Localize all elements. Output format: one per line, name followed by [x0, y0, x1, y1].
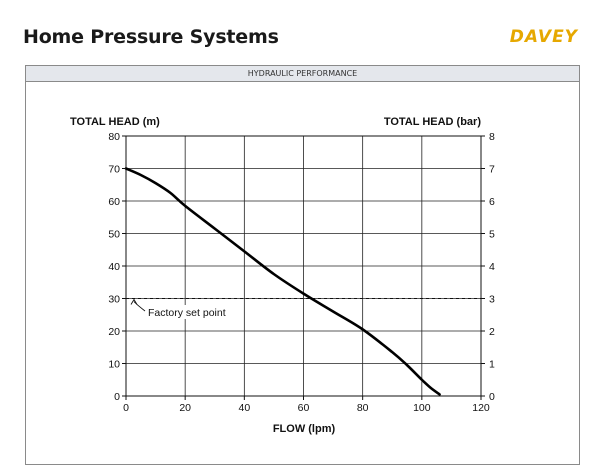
y-tick-label-left: 20: [108, 326, 120, 338]
y-tick-label-right: 6: [489, 196, 495, 208]
y-tick-label-right: 7: [489, 164, 495, 176]
y-tick-label-right: 5: [489, 229, 495, 241]
x-tick-label: 100: [413, 402, 431, 414]
x-tick-label: 120: [472, 402, 490, 414]
x-tick-label: 0: [123, 402, 129, 414]
y-tick-label-left: 30: [108, 294, 120, 306]
y-tick-label-left: 70: [108, 164, 120, 176]
y-tick-label-right: 0: [489, 391, 495, 403]
y-tick-label-right: 8: [489, 131, 495, 143]
x-tick-label: 20: [179, 402, 191, 414]
y-axis-label-right: TOTAL HEAD (bar): [384, 116, 482, 128]
factory-set-point-line: [126, 298, 481, 319]
pump-curve: [124, 167, 441, 396]
x-tick-label: 40: [238, 402, 250, 414]
x-tick-label: 80: [357, 402, 369, 414]
y-tick-label-right: 3: [489, 294, 495, 306]
x-tick-label: 60: [298, 402, 310, 414]
set-point-label-bg: [146, 305, 239, 319]
panel-title: HYDRAULIC PERFORMANCE: [26, 66, 579, 82]
y-tick-label-left: 50: [108, 229, 120, 241]
y-tick-label-left: 60: [108, 196, 120, 208]
hydraulic-performance-panel: HYDRAULIC PERFORMANCE: [25, 65, 580, 465]
grid-lines: [126, 136, 481, 396]
pump-curve-line: [124, 167, 441, 396]
set-point-pointer: [133, 301, 146, 312]
y-axis-label-left: TOTAL HEAD (m): [70, 116, 160, 128]
axis-ticks: 0 20 40 60 80 100 1200102030405060708001234567…: [108, 131, 495, 414]
y-tick-label-right: 2: [489, 326, 495, 338]
y-tick-label-left: 80: [108, 131, 120, 143]
factory-set-point-label: Factory set point: [148, 307, 226, 319]
brand-logo: DAVEY: [509, 27, 578, 47]
y-tick-label-left: 40: [108, 261, 120, 273]
y-tick-label-left: 10: [108, 359, 120, 371]
y-tick-label-left: 0: [114, 391, 120, 403]
page-title: Home Pressure Systems: [23, 26, 279, 48]
x-axis-label: FLOW (lpm): [273, 423, 336, 435]
y-tick-label-right: 1: [489, 359, 495, 371]
set-point-arrowhead: [130, 298, 138, 305]
y-tick-label-right: 4: [489, 261, 495, 273]
